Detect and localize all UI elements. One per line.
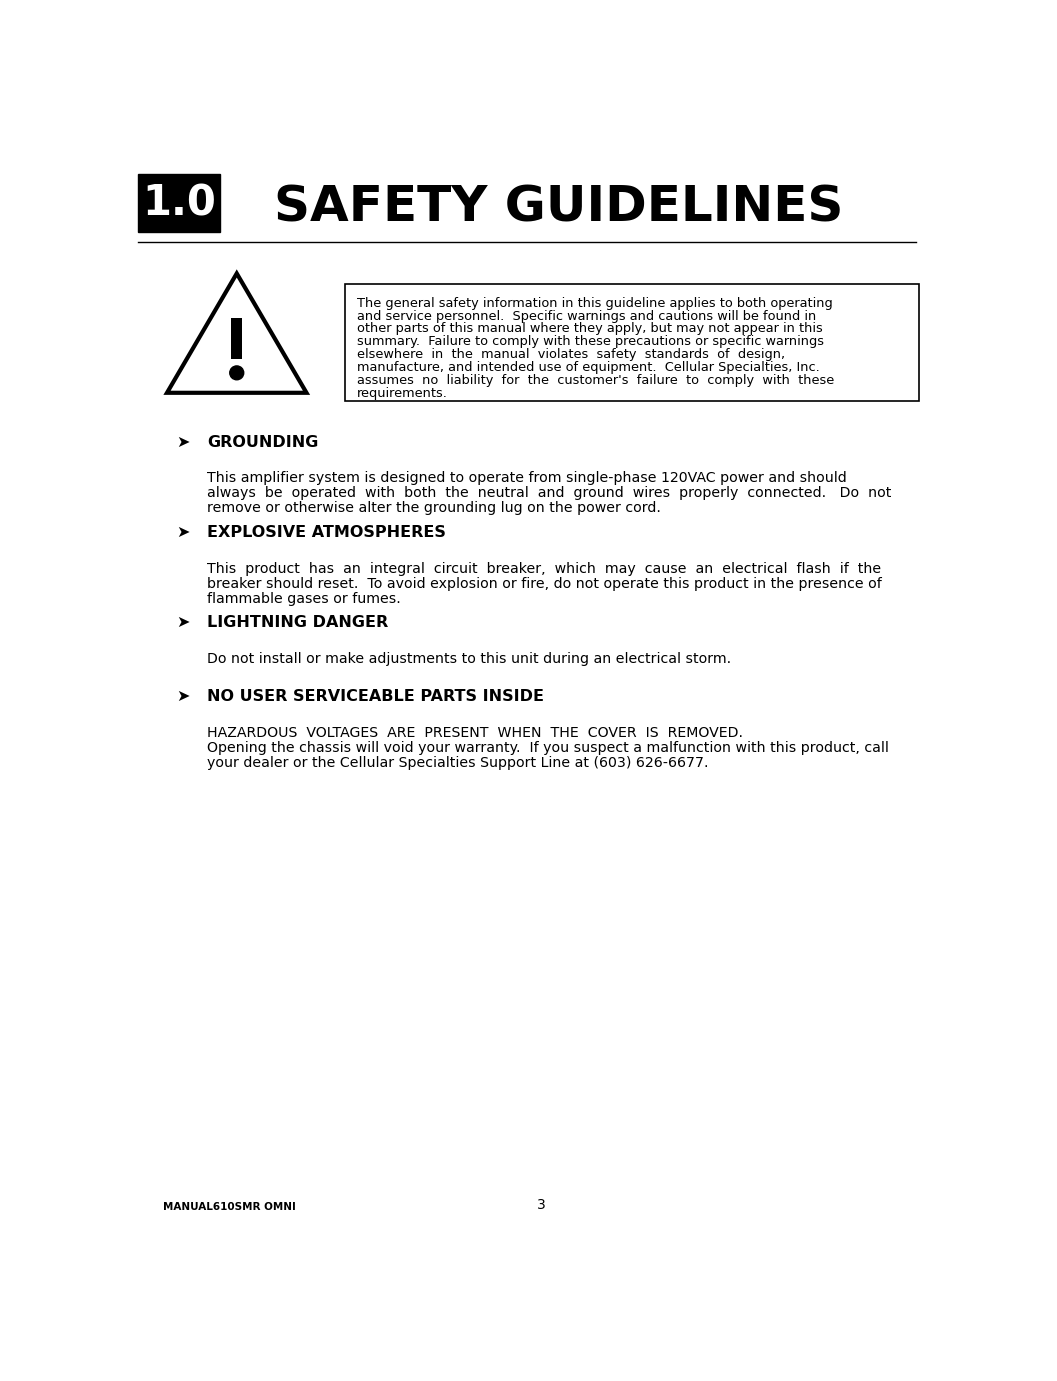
Text: GROUNDING: GROUNDING: [207, 435, 318, 450]
FancyBboxPatch shape: [231, 318, 242, 359]
Text: flammable gases or fumes.: flammable gases or fumes.: [207, 591, 401, 605]
Text: elsewhere  in  the  manual  violates  safety  standards  of  design,: elsewhere in the manual violates safety …: [357, 348, 785, 362]
Text: EXPLOSIVE ATMOSPHERES: EXPLOSIVE ATMOSPHERES: [207, 525, 446, 540]
Text: ➤: ➤: [177, 689, 189, 704]
Text: ➤: ➤: [177, 435, 189, 450]
Text: and service personnel.  Specific warnings and cautions will be found in: and service personnel. Specific warnings…: [357, 309, 816, 323]
Text: 1.0: 1.0: [142, 182, 216, 224]
Text: ➤: ➤: [177, 615, 189, 630]
Text: breaker should reset.  To avoid explosion or fire, do not operate this product i: breaker should reset. To avoid explosion…: [207, 576, 882, 591]
Text: MANUAL610SMR OMNI: MANUAL610SMR OMNI: [163, 1201, 296, 1213]
Circle shape: [229, 366, 244, 380]
Text: 3: 3: [537, 1199, 546, 1213]
Text: assumes  no  liability  for  the  customer's  failure  to  comply  with  these: assumes no liability for the customer's …: [357, 374, 834, 387]
FancyBboxPatch shape: [138, 174, 220, 232]
Text: summary.  Failure to comply with these precautions or specific warnings: summary. Failure to comply with these pr…: [357, 336, 823, 348]
Text: requirements.: requirements.: [357, 387, 448, 400]
Text: LIGHTNING DANGER: LIGHTNING DANGER: [207, 615, 389, 630]
Text: Do not install or make adjustments to this unit during an electrical storm.: Do not install or make adjustments to th…: [207, 652, 731, 666]
Text: SAFETY GUIDELINES: SAFETY GUIDELINES: [274, 184, 843, 231]
Text: your dealer or the Cellular Specialties Support Line at (603) 626-6677.: your dealer or the Cellular Specialties …: [207, 755, 709, 769]
Text: This amplifier system is designed to operate from single-phase 120VAC power and : This amplifier system is designed to ope…: [207, 471, 847, 485]
Text: The general safety information in this guideline applies to both operating: The general safety information in this g…: [357, 297, 833, 309]
Text: Opening the chassis will void your warranty.  If you suspect a malfunction with : Opening the chassis will void your warra…: [207, 740, 889, 754]
Text: always  be  operated  with  both  the  neutral  and  ground  wires  properly  co: always be operated with both the neutral…: [207, 486, 892, 500]
Text: NO USER SERVICEABLE PARTS INSIDE: NO USER SERVICEABLE PARTS INSIDE: [207, 689, 544, 704]
Text: ➤: ➤: [177, 525, 189, 540]
Polygon shape: [167, 273, 307, 392]
Text: remove or otherwise alter the grounding lug on the power cord.: remove or otherwise alter the grounding …: [207, 501, 662, 515]
Text: other parts of this manual where they apply, but may not appear in this: other parts of this manual where they ap…: [357, 323, 822, 336]
FancyBboxPatch shape: [346, 283, 919, 402]
Text: manufacture, and intended use of equipment.  Cellular Specialties, Inc.: manufacture, and intended use of equipme…: [357, 362, 819, 374]
Text: This  product  has  an  integral  circuit  breaker,  which  may  cause  an  elec: This product has an integral circuit bre…: [207, 562, 882, 576]
Text: HAZARDOUS  VOLTAGES  ARE  PRESENT  WHEN  THE  COVER  IS  REMOVED.: HAZARDOUS VOLTAGES ARE PRESENT WHEN THE …: [207, 725, 743, 739]
